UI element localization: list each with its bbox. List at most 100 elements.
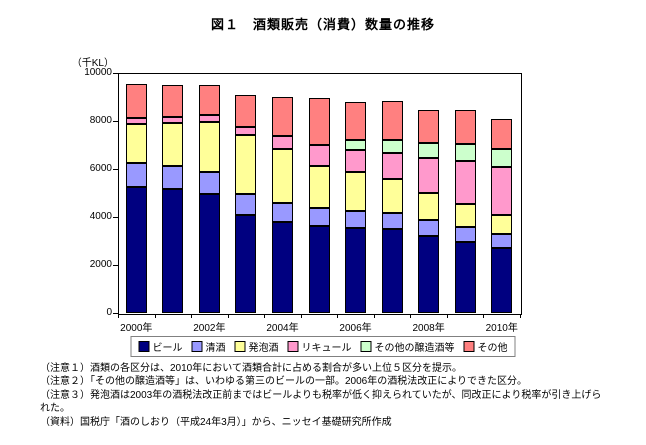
bar-segment-liqueur-2007年 xyxy=(381,153,403,180)
legend-item-other-brewed: その他の醸造酒等 xyxy=(360,339,455,354)
legend-item-happoshu: 発泡酒 xyxy=(234,339,279,354)
bar-segment-other-brewed-2007年 xyxy=(381,139,403,154)
x-axis-tick-2 xyxy=(191,314,193,318)
bar-segment-happoshu-2005年 xyxy=(308,166,330,208)
bar-segment-sake-2000年 xyxy=(125,163,147,187)
legend-item-other: その他 xyxy=(463,339,508,354)
bar-segment-beer-2005年 xyxy=(308,225,330,313)
bar-segment-other-2004年 xyxy=(271,97,293,136)
bar-segment-other-2005年 xyxy=(308,98,330,146)
note-line-3: （注意３）発泡酒は2003年の酒税法改正前まではビールよりも税率が低く抑えられて… xyxy=(40,389,602,401)
bar-segment-other-2000年 xyxy=(125,84,147,118)
bar-segment-beer-2002年 xyxy=(198,193,220,313)
legend-swatch-other-brewed xyxy=(360,341,372,352)
bar-segment-other-2006年 xyxy=(345,101,367,140)
note-line-1: （注意１）酒類の各区分は、2010年において酒類合計に占める割合が多い上位５区分… xyxy=(40,363,462,374)
x-axis-tick-5 xyxy=(300,314,302,318)
bar-segment-other-brewed-2010年 xyxy=(491,149,513,167)
x-axis-tick-1 xyxy=(154,314,156,318)
legend-item-liqueur: リキュール xyxy=(287,339,352,354)
bar-segment-sake-2003年 xyxy=(235,194,257,215)
bar-segment-happoshu-2000年 xyxy=(125,123,147,164)
legend-swatch-liqueur xyxy=(287,341,299,352)
source-line: （資料）国税庁「酒のしおり（平成24年3月）」から、ニッセイ基礎研究所作成 xyxy=(40,416,392,428)
bar-segment-happoshu-2002年 xyxy=(198,122,220,173)
bar-segment-liqueur-2003年 xyxy=(235,127,257,136)
x-axis-label-2008年: 2008年 xyxy=(412,323,445,334)
bar-segment-other-2007年 xyxy=(381,101,403,140)
bar-segment-happoshu-2007年 xyxy=(381,179,403,213)
y-axis-label-10000: 10000 xyxy=(84,67,112,78)
x-axis-tick-0 xyxy=(118,314,119,318)
bar-segment-sake-2002年 xyxy=(198,172,220,194)
bar-segment-other-2001年 xyxy=(162,84,184,117)
bar-segment-happoshu-2009年 xyxy=(454,204,476,228)
bar-segment-happoshu-2010年 xyxy=(491,215,513,234)
bar-segment-happoshu-2006年 xyxy=(345,172,367,211)
x-axis-tick-4 xyxy=(264,314,266,318)
bar-segment-other-brewed-2009年 xyxy=(454,144,476,161)
bar-segment-sake-2004年 xyxy=(271,202,293,223)
x-axis-tick-8 xyxy=(410,314,412,318)
bar-segment-beer-2010年 xyxy=(491,247,513,313)
bar-segment-sake-2010年 xyxy=(491,233,513,248)
y-axis-tick-4000 xyxy=(113,217,118,218)
bar-segment-other-2003年 xyxy=(235,94,257,128)
bar-segment-liqueur-2009年 xyxy=(454,160,476,205)
notes-block: （注意１）酒類の各区分は、2010年において酒類合計に占める割合が多い上位５区分… xyxy=(40,362,601,429)
bar-segment-sake-2008年 xyxy=(418,220,440,236)
bar-segment-sake-2006年 xyxy=(345,210,367,228)
y-axis-tick-2000 xyxy=(113,265,118,266)
bar-segment-beer-2003年 xyxy=(235,214,257,313)
y-axis-tick-8000 xyxy=(113,121,118,122)
x-axis-label-2000年: 2000年 xyxy=(120,323,153,334)
x-axis-label-2004年: 2004年 xyxy=(266,323,299,334)
bar-segment-happoshu-2003年 xyxy=(235,135,257,195)
legend-swatch-sake xyxy=(191,341,203,352)
x-axis-label-2002年: 2002年 xyxy=(193,323,226,334)
bar-segment-liqueur-2002年 xyxy=(198,115,220,123)
bar-segment-sake-2005年 xyxy=(308,207,330,226)
bar-segment-beer-2000年 xyxy=(125,186,147,313)
note-line-3-continued: れた。 xyxy=(40,403,70,415)
bar-segment-sake-2001年 xyxy=(162,166,184,189)
legend-swatch-happoshu xyxy=(234,341,246,352)
x-axis-tick-6 xyxy=(337,314,339,318)
bar-segment-liqueur-2005年 xyxy=(308,145,330,167)
bar-segment-happoshu-2008年 xyxy=(418,192,440,221)
chart-legend: ビール 清酒 発泡酒 リキュール その他の醸造酒等 その他 xyxy=(130,336,516,357)
note-line-2: （注意２）「その他の醸造酒等」は、いわゆる第三のビールの一部。2006年の酒税法… xyxy=(40,376,528,388)
x-axis-tick-10 xyxy=(483,314,485,318)
y-axis-tick-0 xyxy=(113,313,118,314)
bar-segment-sake-2009年 xyxy=(454,227,476,242)
legend-label-beer: ビール xyxy=(152,343,183,354)
bar-segment-liqueur-2006年 xyxy=(345,150,367,173)
bar-segment-liqueur-2001年 xyxy=(162,116,184,124)
bar-segment-beer-2001年 xyxy=(162,188,184,313)
y-axis-label-2000: 2000 xyxy=(89,259,112,270)
bar-segment-beer-2007年 xyxy=(381,229,403,313)
bar-segment-beer-2006年 xyxy=(345,227,367,313)
y-axis-tick-10000 xyxy=(113,73,118,74)
bar-segment-sake-2007年 xyxy=(381,212,403,230)
x-axis-tick-11 xyxy=(520,314,521,318)
bar-segment-other-2008年 xyxy=(418,109,440,143)
bar-segment-beer-2009年 xyxy=(454,241,476,313)
legend-label-sake: 清酒 xyxy=(205,343,226,354)
legend-label-happoshu: 発泡酒 xyxy=(248,343,279,354)
chart-title: 図１ 酒類販売（消費）数量の推移 xyxy=(210,17,435,32)
x-axis-label-2006年: 2006年 xyxy=(339,323,372,334)
bar-segment-other-brewed-2006年 xyxy=(345,139,367,151)
y-axis-unit-label: （千KL） xyxy=(71,58,114,69)
bar-segment-beer-2004年 xyxy=(271,222,293,313)
bar-segment-liqueur-2010年 xyxy=(491,166,513,216)
legend-label-liqueur: リキュール xyxy=(301,343,352,354)
legend-label-other: その他 xyxy=(477,343,508,354)
x-axis-tick-7 xyxy=(373,314,375,318)
legend-item-beer: ビール xyxy=(138,339,183,354)
legend-swatch-other xyxy=(463,341,475,352)
bar-segment-liqueur-2008年 xyxy=(418,157,440,193)
x-axis-tick-3 xyxy=(227,314,229,318)
x-axis-label-2010年: 2010年 xyxy=(485,323,518,334)
bar-segment-other-2009年 xyxy=(454,109,476,145)
